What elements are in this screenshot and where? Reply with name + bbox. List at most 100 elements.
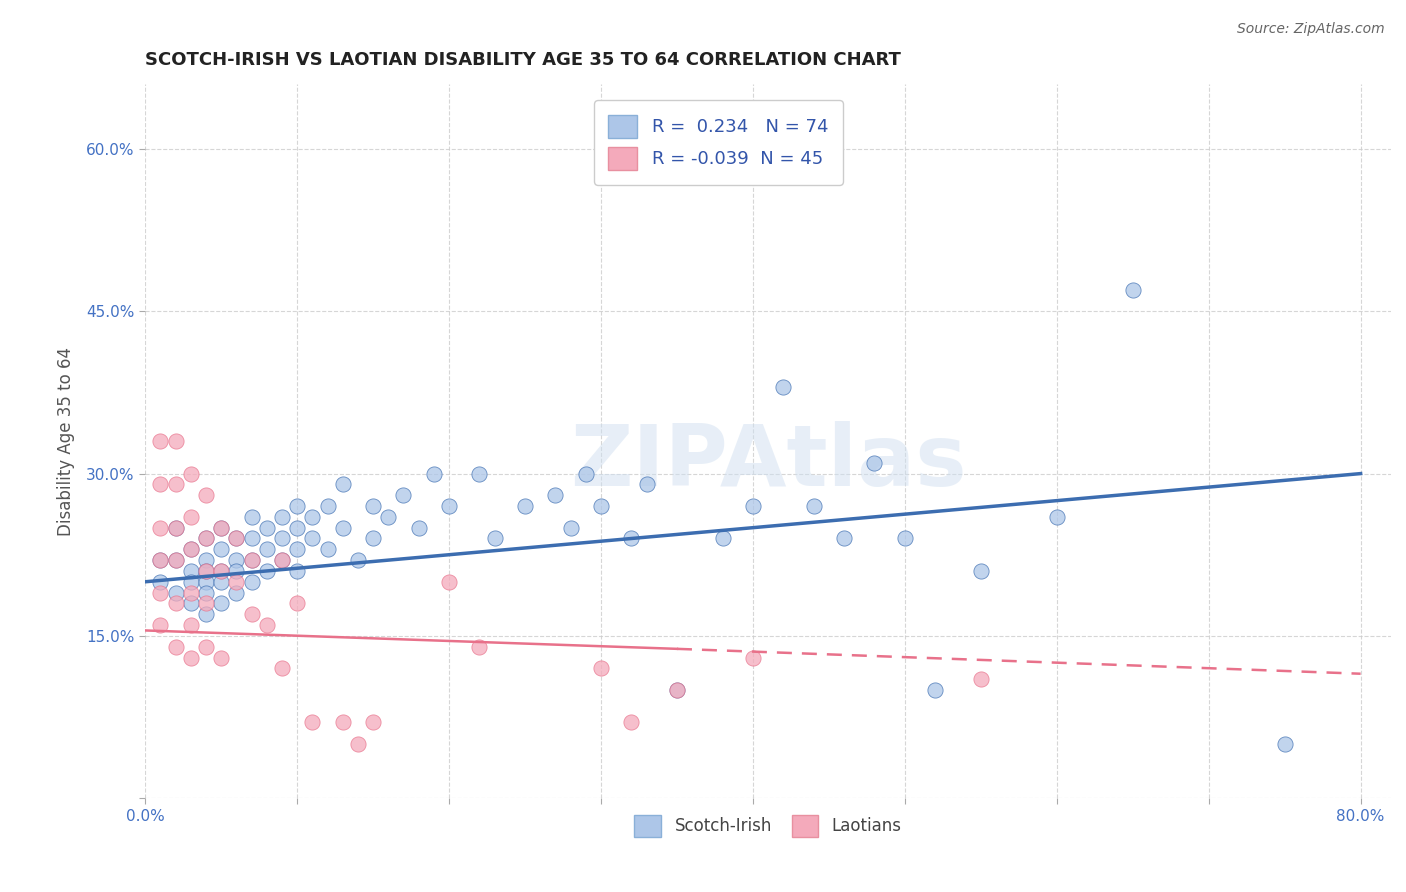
Point	[180, 650, 202, 665]
Point	[180, 564, 202, 578]
Point	[209, 574, 232, 589]
Point	[165, 585, 187, 599]
Point	[271, 661, 294, 675]
Point	[285, 499, 308, 513]
Point	[165, 553, 187, 567]
Point	[970, 564, 993, 578]
Point	[285, 596, 308, 610]
Point	[165, 477, 187, 491]
Point	[240, 509, 263, 524]
Point	[970, 672, 993, 686]
Point	[832, 532, 855, 546]
Point	[285, 542, 308, 557]
Point	[180, 596, 202, 610]
Point	[194, 564, 217, 578]
Point	[149, 477, 172, 491]
Point	[225, 532, 247, 546]
Point	[711, 532, 734, 546]
Point	[240, 574, 263, 589]
Point	[361, 532, 384, 546]
Point	[408, 521, 430, 535]
Point	[225, 585, 247, 599]
Point	[194, 532, 217, 546]
Point	[225, 564, 247, 578]
Point	[347, 737, 370, 751]
Point	[285, 564, 308, 578]
Point	[377, 509, 399, 524]
Point	[194, 607, 217, 622]
Point	[468, 640, 491, 654]
Point	[741, 650, 763, 665]
Point	[240, 607, 263, 622]
Point	[225, 532, 247, 546]
Point	[209, 542, 232, 557]
Point	[803, 499, 825, 513]
Point	[301, 715, 323, 730]
Point	[468, 467, 491, 481]
Point	[149, 553, 172, 567]
Point	[271, 532, 294, 546]
Point	[149, 574, 172, 589]
Point	[180, 542, 202, 557]
Point	[1046, 509, 1069, 524]
Point	[194, 564, 217, 578]
Point	[271, 553, 294, 567]
Point	[316, 499, 339, 513]
Point	[271, 553, 294, 567]
Point	[484, 532, 506, 546]
Point	[165, 434, 187, 449]
Point	[165, 640, 187, 654]
Point	[332, 521, 354, 535]
Y-axis label: Disability Age 35 to 64: Disability Age 35 to 64	[58, 347, 75, 535]
Point	[180, 618, 202, 632]
Point	[301, 532, 323, 546]
Point	[149, 585, 172, 599]
Point	[225, 553, 247, 567]
Point	[209, 596, 232, 610]
Point	[513, 499, 536, 513]
Point	[180, 585, 202, 599]
Point	[209, 521, 232, 535]
Legend: Scotch-Irish, Laotians: Scotch-Irish, Laotians	[627, 809, 908, 843]
Point	[209, 564, 232, 578]
Point	[256, 618, 278, 632]
Point	[149, 521, 172, 535]
Point	[271, 509, 294, 524]
Point	[437, 499, 460, 513]
Point	[924, 682, 946, 697]
Point	[165, 553, 187, 567]
Point	[560, 521, 582, 535]
Point	[194, 640, 217, 654]
Point	[149, 618, 172, 632]
Point	[194, 488, 217, 502]
Point	[165, 521, 187, 535]
Point	[316, 542, 339, 557]
Point	[437, 574, 460, 589]
Point	[423, 467, 446, 481]
Point	[209, 521, 232, 535]
Point	[209, 564, 232, 578]
Point	[301, 509, 323, 524]
Point	[240, 532, 263, 546]
Point	[209, 650, 232, 665]
Text: SCOTCH-IRISH VS LAOTIAN DISABILITY AGE 35 TO 64 CORRELATION CHART: SCOTCH-IRISH VS LAOTIAN DISABILITY AGE 3…	[145, 51, 901, 69]
Point	[620, 715, 643, 730]
Point	[180, 509, 202, 524]
Point	[194, 532, 217, 546]
Point	[194, 574, 217, 589]
Point	[665, 682, 688, 697]
Point	[544, 488, 567, 502]
Point	[256, 564, 278, 578]
Text: Source: ZipAtlas.com: Source: ZipAtlas.com	[1237, 22, 1385, 37]
Point	[863, 456, 886, 470]
Point	[332, 477, 354, 491]
Point	[361, 715, 384, 730]
Point	[772, 380, 794, 394]
Point	[620, 532, 643, 546]
Point	[332, 715, 354, 730]
Point	[149, 434, 172, 449]
Point	[194, 596, 217, 610]
Point	[589, 499, 612, 513]
Point	[180, 574, 202, 589]
Point	[285, 521, 308, 535]
